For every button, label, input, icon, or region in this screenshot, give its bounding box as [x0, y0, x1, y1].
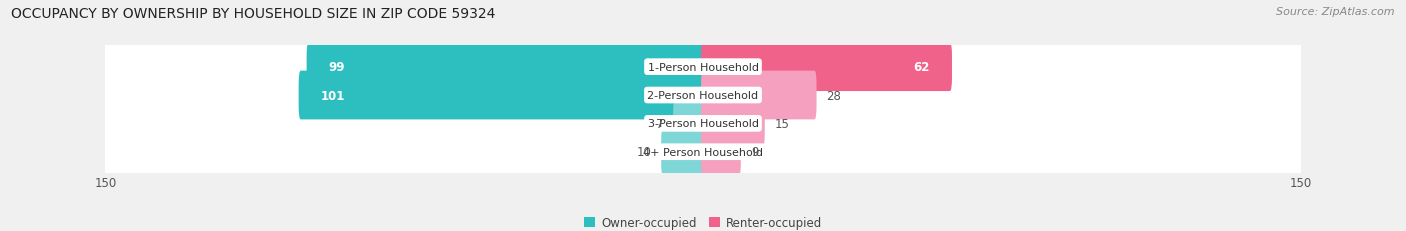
FancyBboxPatch shape: [96, 42, 1310, 93]
Text: 7: 7: [655, 117, 664, 130]
FancyBboxPatch shape: [702, 100, 765, 148]
Text: 3-Person Household: 3-Person Household: [648, 119, 758, 129]
FancyBboxPatch shape: [307, 43, 704, 92]
FancyBboxPatch shape: [673, 100, 704, 148]
Text: 15: 15: [775, 117, 790, 130]
FancyBboxPatch shape: [702, 71, 817, 120]
Text: 1-Person Household: 1-Person Household: [648, 62, 758, 72]
Text: 28: 28: [827, 89, 841, 102]
Text: 101: 101: [321, 89, 344, 102]
FancyBboxPatch shape: [96, 98, 1310, 149]
Text: 2-Person Household: 2-Person Household: [647, 91, 759, 100]
Text: 9: 9: [751, 146, 758, 158]
Text: Source: ZipAtlas.com: Source: ZipAtlas.com: [1277, 7, 1395, 17]
Legend: Owner-occupied, Renter-occupied: Owner-occupied, Renter-occupied: [579, 211, 827, 231]
Text: 99: 99: [329, 61, 344, 74]
FancyBboxPatch shape: [96, 127, 1310, 177]
FancyBboxPatch shape: [96, 70, 1310, 121]
FancyBboxPatch shape: [661, 128, 704, 176]
FancyBboxPatch shape: [702, 43, 952, 92]
Text: OCCUPANCY BY OWNERSHIP BY HOUSEHOLD SIZE IN ZIP CODE 59324: OCCUPANCY BY OWNERSHIP BY HOUSEHOLD SIZE…: [11, 7, 496, 21]
FancyBboxPatch shape: [298, 71, 704, 120]
Text: 4+ Person Household: 4+ Person Household: [643, 147, 763, 157]
Text: 10: 10: [637, 146, 651, 158]
FancyBboxPatch shape: [702, 128, 741, 176]
Text: 62: 62: [914, 61, 931, 74]
